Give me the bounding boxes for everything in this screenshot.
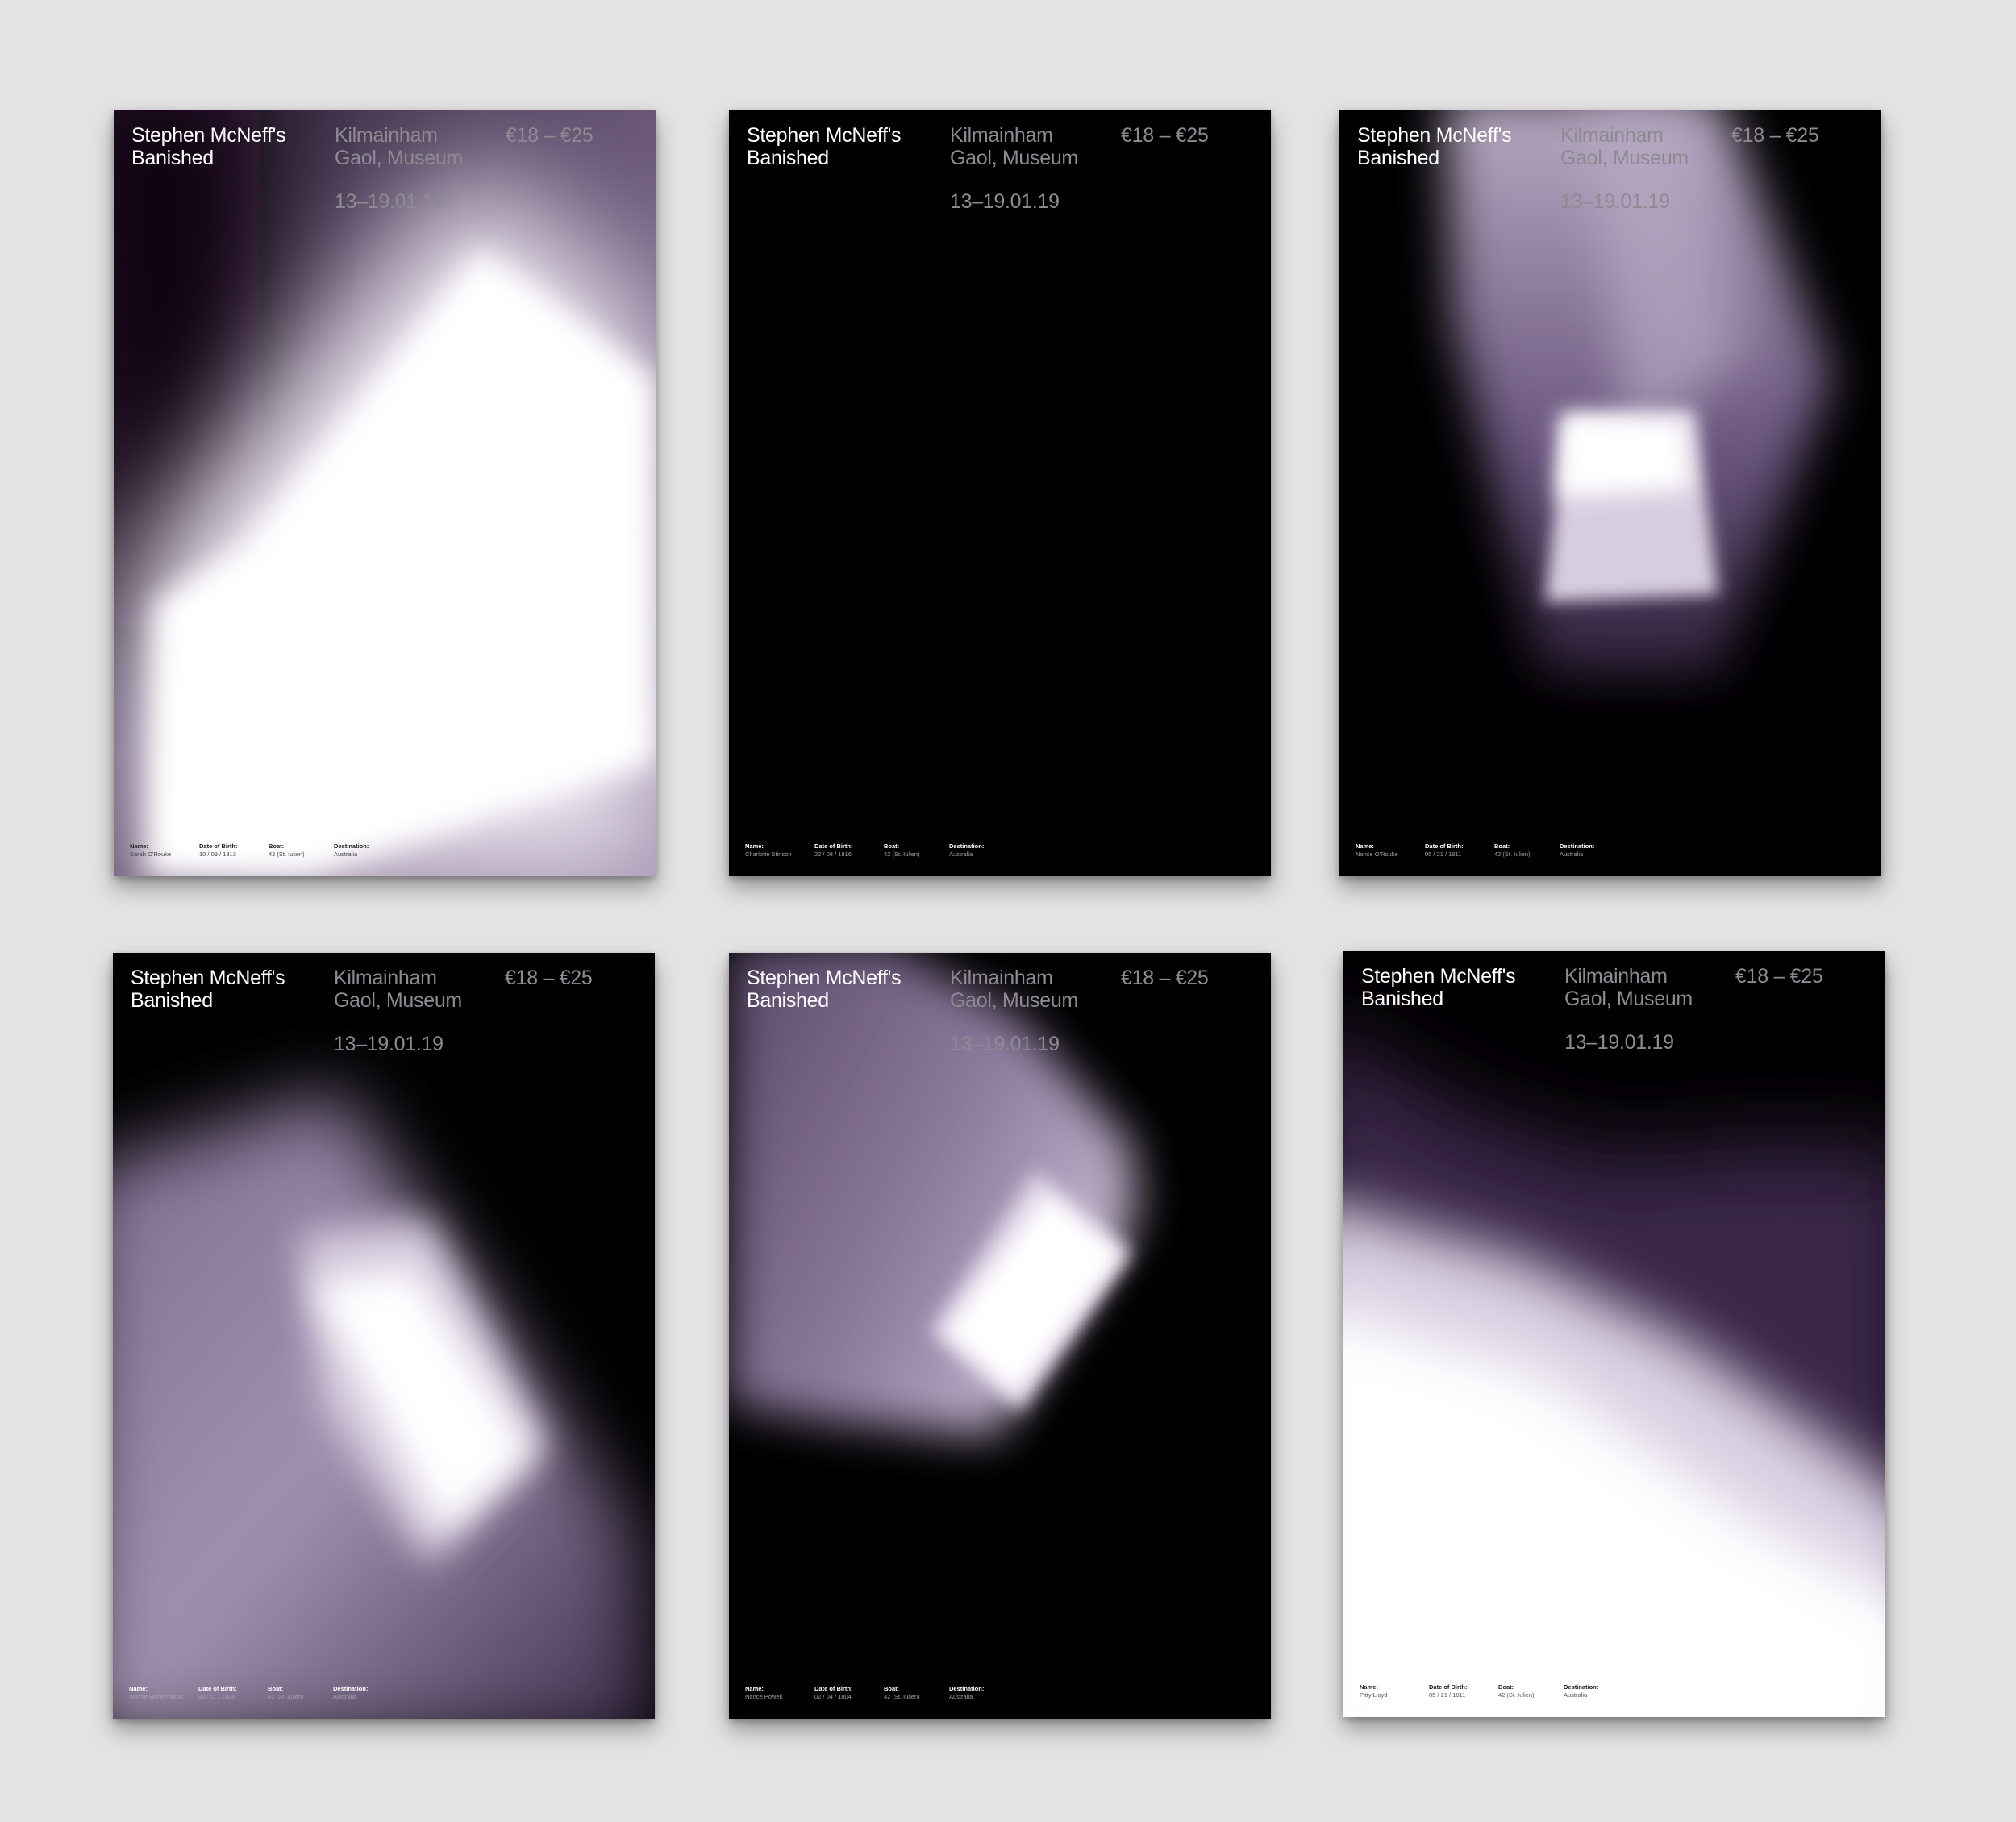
venue-text: Kilmainham Gaol, Museum <box>1564 965 1693 1010</box>
event-dates: 13–19.01.19 <box>334 1033 444 1055</box>
poster-title: Stephen McNeff's Banished <box>131 124 286 169</box>
name-label: Name: <box>130 842 148 850</box>
poster-title: Stephen McNeff's Banished <box>1361 965 1516 1010</box>
price-range: €18 – €25 <box>1121 124 1209 147</box>
destination-label: Destination: <box>1560 842 1595 850</box>
dob-value: 30 / 11 / 1806 <box>198 1693 235 1700</box>
name-value: Charlotte Stinson <box>745 851 792 858</box>
name-label: Name: <box>129 1685 148 1692</box>
poster-title: Stephen McNeff's Banished <box>1357 124 1512 169</box>
dob-value: 05 / 21 / 1811 <box>1429 1691 1466 1699</box>
boat-value: 42 (St. Iulien) <box>884 1693 920 1700</box>
name-label: Name: <box>1360 1683 1378 1691</box>
poster-4: Stephen McNeff's Banished Kilmainham Gaol,… <box>113 953 655 1719</box>
destination-value: Australia <box>949 851 973 858</box>
convict-info: Name: Charlotte Stinson Date of Birth: 22 … <box>745 842 1084 862</box>
venue-text: Kilmainham Gaol, Museum <box>950 124 1078 169</box>
venue-text: Kilmainham Gaol, Museum <box>335 124 463 169</box>
boat-value: 42 (St. Iulien) <box>269 851 305 858</box>
poster-5: Stephen McNeff's Banished Kilmainham Gaol,… <box>729 953 1271 1719</box>
dob-label: Date of Birth: <box>1429 1683 1468 1691</box>
destination-label: Destination: <box>334 842 369 850</box>
event-dates: 13–19.01.19 <box>950 1033 1060 1055</box>
name-value: Sarah O'Rouke <box>130 851 172 858</box>
dob-label: Date of Birth: <box>1425 842 1464 850</box>
boat-value: 42 (St. Iulien) <box>1494 851 1531 858</box>
boat-label: Boat: <box>1494 842 1510 850</box>
name-value: Nance O'Rouke <box>1356 851 1398 858</box>
destination-value: Australia <box>1564 1691 1588 1699</box>
destination-value: Australia <box>334 851 358 858</box>
dob-value: 05 / 21 / 1811 <box>1425 851 1462 858</box>
dob-label: Date of Birth: <box>198 1685 237 1692</box>
name-value: Nance Powell <box>745 1693 782 1700</box>
event-dates: 13–19.01.19 <box>1564 1031 1674 1054</box>
poster-title: Stephen McNeff's Banished <box>747 124 902 169</box>
destination-label: Destination: <box>949 842 985 850</box>
convict-info: Name: Winnie Witherington Date of Birth: 3… <box>129 1685 468 1704</box>
price-range: €18 – €25 <box>1735 965 1823 988</box>
light-shape-art <box>113 1090 653 1719</box>
dob-label: Date of Birth: <box>814 1685 853 1692</box>
name-value: Winnie Witherington <box>129 1693 184 1700</box>
light-shape-art <box>1444 110 1831 675</box>
price-range: €18 – €25 <box>505 967 593 989</box>
destination-label: Destination: <box>333 1685 369 1692</box>
convict-info: Name: Nance O'Rouke Date of Birth: 05 / 21… <box>1356 842 1694 862</box>
dob-label: Date of Birth: <box>199 842 238 850</box>
poster-1: Stephen McNeff's Banished Kilmainham Gaol,… <box>114 110 656 876</box>
boat-label: Boat: <box>884 1685 900 1692</box>
poster-3: Stephen McNeff's Banished Kilmainham Gaol,… <box>1339 110 1881 876</box>
poster-title: Stephen McNeff's Banished <box>747 967 902 1012</box>
destination-label: Destination: <box>1564 1683 1599 1691</box>
poster-6: Stephen McNeff's Banished Kilmainham Gaol,… <box>1343 951 1885 1717</box>
boat-label: Boat: <box>269 842 285 850</box>
name-label: Name: <box>745 1685 764 1692</box>
boat-value: 42 (St. Iulien) <box>268 1693 304 1700</box>
boat-label: Boat: <box>268 1685 284 1692</box>
destination-label: Destination: <box>949 1685 985 1692</box>
price-range: €18 – €25 <box>1731 124 1819 147</box>
destination-value: Australia <box>333 1693 357 1700</box>
event-dates: 13–19.01.19 <box>1560 190 1670 213</box>
light-shape-art <box>114 110 656 876</box>
boat-label: Boat: <box>884 842 900 850</box>
name-label: Name: <box>1356 842 1374 850</box>
venue-text: Kilmainham Gaol, Museum <box>950 967 1078 1012</box>
light-shape-art <box>729 953 1136 1437</box>
event-dates: 13–19.01.19 <box>335 190 444 213</box>
dob-value: 02 / 04 / 1804 <box>814 1693 852 1700</box>
price-range: €18 – €25 <box>1121 967 1209 989</box>
boat-value: 42 (St. Iulien) <box>1498 1691 1535 1699</box>
convict-info: Name: Nance Powell Date of Birth: 02 / 04 … <box>745 1685 1084 1704</box>
convict-info: Name: Sarah O'Rouke Date of Birth: 10 / 09… <box>130 842 469 862</box>
dob-value: 10 / 09 / 1813 <box>199 851 236 858</box>
name-label: Name: <box>745 842 764 850</box>
event-dates: 13–19.01.19 <box>950 190 1060 213</box>
name-value: Pitty Lloyd <box>1360 1691 1388 1699</box>
poster-2: Stephen McNeff's Banished Kilmainham Gaol,… <box>729 110 1271 876</box>
dob-label: Date of Birth: <box>814 842 853 850</box>
poster-title: Stephen McNeff's Banished <box>131 967 285 1012</box>
convict-info: Name: Pitty Lloyd Date of Birth: 05 / 21 /… <box>1360 1683 1698 1703</box>
boat-label: Boat: <box>1498 1683 1514 1691</box>
boat-value: 42 (St. Iulien) <box>884 851 920 858</box>
destination-value: Australia <box>1560 851 1584 858</box>
light-shape-art <box>1343 1045 1885 1717</box>
price-range: €18 – €25 <box>506 124 594 147</box>
dob-value: 22 / 08 / 1816 <box>814 851 852 858</box>
venue-text: Kilmainham Gaol, Museum <box>334 967 462 1012</box>
destination-value: Australia <box>949 1693 973 1700</box>
venue-text: Kilmainham Gaol, Museum <box>1560 124 1689 169</box>
